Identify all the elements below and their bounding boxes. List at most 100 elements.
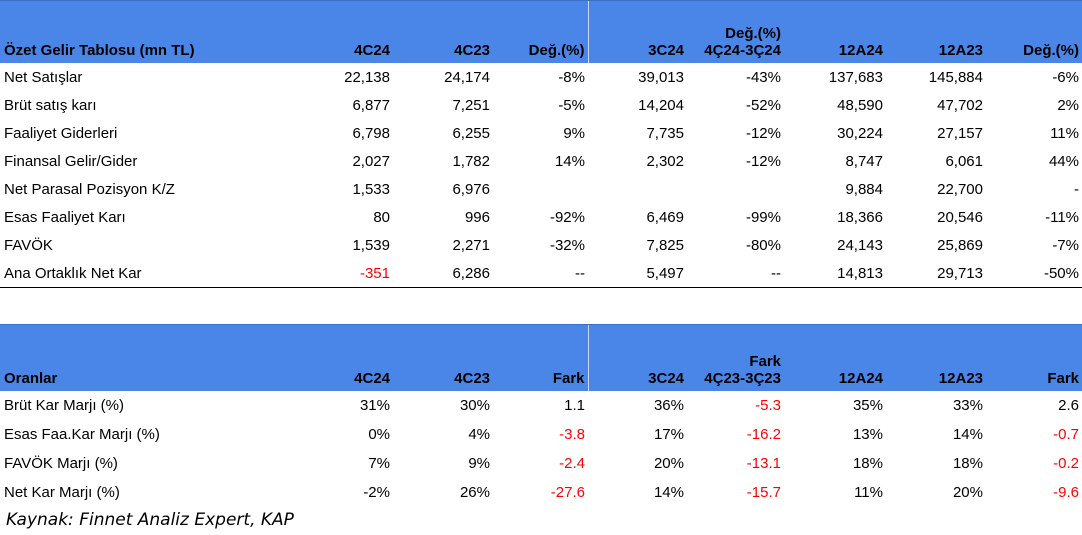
table-cell: 29,713	[886, 259, 986, 288]
table-cell: 14%	[952, 426, 983, 443]
table-cell: --	[493, 259, 588, 288]
table-cell: 9%	[468, 455, 490, 472]
income-header-cell: 4C24	[299, 0, 393, 63]
income-header-cell: 12A23	[886, 0, 986, 63]
ratios-header-cell: 12A24	[784, 324, 886, 391]
table-cell: 25,869	[937, 236, 983, 254]
table-cell: 20%	[653, 455, 684, 472]
table-cell: -13.1	[746, 455, 781, 472]
table-cell: 0%	[368, 426, 390, 443]
table-cell: 47,702	[937, 96, 983, 114]
row-label: FAVÖK Marjı (%)	[4, 455, 118, 472]
table-cell: 6,877	[352, 96, 390, 114]
ratios-body: Brüt Kar Marjı (%) 31% 30% 1.1 36% -5.3 35% 33%…	[0, 391, 1082, 507]
ratios-header-cell: 3C24	[587, 324, 687, 391]
table-cell: 2,302	[646, 152, 684, 170]
table-row: Net Satışlar 22,138 24,174 -8% 39,013 -43% 137…	[0, 63, 1082, 91]
table-cell: 20,546	[937, 208, 983, 226]
row-label: Net Satışlar	[4, 68, 83, 86]
table-cell: -11%	[1045, 208, 1079, 226]
table-cell: 14%	[554, 152, 585, 170]
table-cell: 24,143	[837, 236, 883, 254]
ratios-header-cell: 4C23	[393, 324, 493, 391]
table-cell: 36%	[653, 397, 684, 414]
table-cell: 7,735	[646, 124, 684, 142]
table-cell: 2,271	[452, 236, 490, 254]
table-row: Faaliyet Giderleri 6,798 6,255 9% 7,735 -12% 3…	[0, 119, 1082, 147]
table-row: Finansal Gelir/Gider 2,027 1,782 14% 2,302 -1…	[0, 147, 1082, 175]
table-cell: 24,174	[444, 68, 490, 86]
table-row: Ana Ortaklık Net Kar -351 6,286 -- 5,497 -- 14…	[0, 259, 1082, 288]
row-label: Net Kar Marjı (%)	[4, 484, 120, 501]
table-row: Net Parasal Pozisyon K/Z 1,533 6,976 9,884 2…	[0, 175, 1082, 203]
table-cell: -9.6	[1053, 484, 1079, 501]
ratios-table: Oranlar 4C24 4C23 Fark 3C24 Fark 4Ç23-3Ç23 12A2…	[0, 324, 1082, 507]
table-cell: 6,061	[945, 152, 983, 170]
table-cell: 6,976	[452, 180, 490, 198]
table-cell: 1,533	[352, 180, 390, 198]
ratios-header-cell: 4C24	[299, 324, 393, 391]
table-row: Esas Faaliyet Karı 80 996 -92% 6,469 -99% 18,3…	[0, 203, 1082, 231]
table-cell: 18%	[952, 455, 983, 472]
table-cell: -5%	[558, 96, 585, 114]
income-statement-table: Özet Gelir Tablosu (mn TL) 4C24 4C23 Değ.(%…	[0, 0, 1082, 288]
table-cell: -7%	[1052, 236, 1079, 254]
table-row: Brüt Kar Marjı (%) 31% 30% 1.1 36% -5.3 35% 33%…	[0, 391, 1082, 420]
income-header-cell: Değ.(%)	[986, 0, 1082, 63]
table-cell: 30%	[459, 397, 490, 414]
table-cell: 2.6	[1058, 397, 1079, 414]
table-cell: --	[687, 259, 784, 288]
table-cell: -12%	[745, 152, 781, 170]
table-cell: -27.6	[550, 484, 585, 501]
table-cell: 1.1	[564, 397, 585, 414]
table-row: Brüt satış karı 6,877 7,251 -5% 14,204 -52% 48…	[0, 91, 1082, 119]
table-cell: -2%	[363, 484, 390, 501]
table-cell: -6%	[1052, 68, 1079, 86]
table-cell: -	[1074, 180, 1079, 198]
table-cell: 1,539	[352, 236, 390, 254]
table-cell: 22,138	[344, 68, 390, 86]
table-cell: 31%	[359, 397, 390, 414]
table-cell	[493, 175, 588, 203]
table-cell: 145,884	[928, 68, 983, 86]
ratios-header-cell: Fark 4Ç23-3Ç23	[687, 324, 784, 391]
table-cell: 9%	[563, 124, 585, 142]
table-cell: 14,204	[638, 96, 684, 114]
income-header: Özet Gelir Tablosu (mn TL) 4C24 4C23 Değ.(%…	[0, 0, 1082, 63]
table-row: Net Kar Marjı (%) -2% 26% -27.6 14% -15.7 11% 2…	[0, 478, 1082, 507]
row-label: Brüt Kar Marjı (%)	[4, 397, 125, 414]
row-label: Brüt satış karı	[4, 96, 97, 114]
table-cell: 11%	[854, 484, 883, 501]
table-cell: -92%	[549, 208, 585, 226]
table-cell: 14,813	[784, 259, 886, 288]
table-cell: -2.4	[559, 455, 585, 472]
row-label: Finansal Gelir/Gider	[4, 152, 138, 170]
table-cell: 44%	[1048, 152, 1079, 170]
income-header-cell: Değ.(%)	[493, 0, 588, 63]
row-label: Ana Ortaklık Net Kar	[0, 259, 299, 288]
table-cell: 14%	[653, 484, 684, 501]
table-cell: 35%	[852, 397, 883, 414]
table-row: FAVÖK 1,539 2,271 -32% 7,825 -80% 24,143 25,869…	[0, 231, 1082, 259]
table-cell	[687, 175, 784, 203]
table-cell: 137,683	[828, 68, 883, 86]
table-cell: 22,700	[937, 180, 983, 198]
table-cell: 20%	[952, 484, 983, 501]
income-header-cell: 12A24	[784, 0, 886, 63]
table-cell: 13%	[852, 426, 883, 443]
ratios-header-cell: Fark	[493, 324, 588, 391]
table-cell: -32%	[549, 236, 585, 254]
table-cell: 996	[464, 208, 490, 226]
table-cell: 2%	[1057, 96, 1079, 114]
table-cell: -99%	[745, 208, 781, 226]
table-cell: 27,157	[937, 124, 983, 142]
income-header-cell: Değ.(%) 4Ç24-3Ç24	[687, 0, 784, 63]
table-cell: -3.8	[559, 426, 585, 443]
table-cell: 6,255	[452, 124, 490, 142]
table-cell: 39,013	[638, 68, 684, 86]
ratios-header: Oranlar 4C24 4C23 Fark 3C24 Fark 4Ç23-3Ç23 12A2…	[0, 324, 1082, 391]
table-cell: 4%	[468, 426, 490, 443]
table-cell: -0.7	[1053, 426, 1079, 443]
table-cell: 6,798	[352, 124, 390, 142]
table-cell: 17%	[653, 426, 684, 443]
